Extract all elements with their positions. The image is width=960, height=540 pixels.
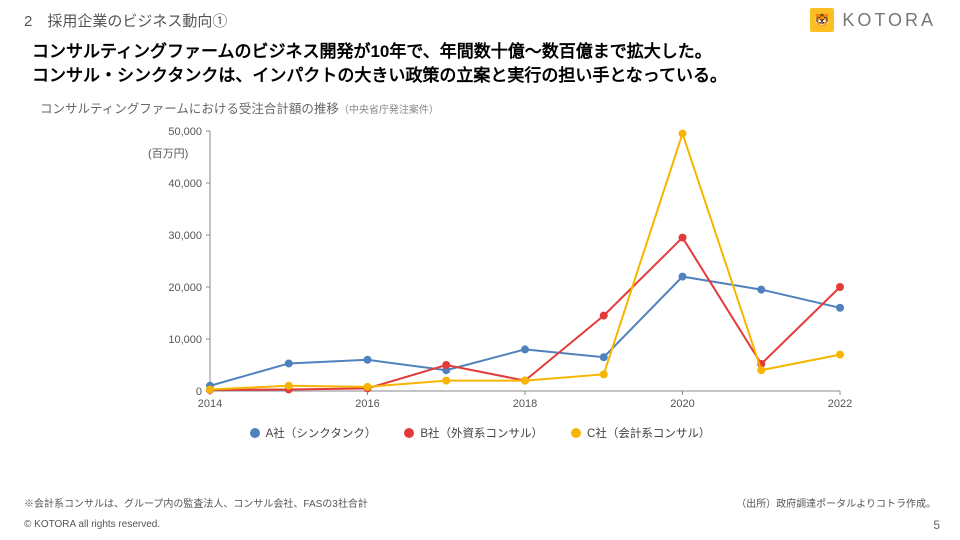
header: 2 採用企業のビジネス動向① 🐯 KOTORA (0, 0, 960, 32)
slide: 2 採用企業のビジネス動向① 🐯 KOTORA コンサルティングファームのビジネ… (0, 0, 960, 540)
y-axis-unit: (百万円) (148, 145, 188, 161)
legend-item: B社（外資系コンサル） (404, 425, 543, 441)
legend-label: B社（外資系コンサル） (420, 425, 543, 441)
legend-marker-icon (250, 428, 260, 438)
chart-subtitle-main: コンサルティングファームにおける受注合計額の推移 (40, 102, 339, 116)
section-title: 2 採用企業のビジネス動向① (24, 10, 227, 31)
legend-label: A社（シンクタンク） (266, 425, 377, 441)
legend-marker-icon (404, 428, 414, 438)
svg-text:20,000: 20,000 (168, 282, 202, 294)
svg-text:2022: 2022 (828, 398, 852, 410)
copyright: © KOTORA all rights reserved. (24, 519, 160, 530)
legend-marker-icon (571, 428, 581, 438)
legend-label: C社（会計系コンサル） (587, 425, 710, 441)
chart-subtitle-sub: （中央省庁発注案件） (339, 105, 439, 116)
svg-text:2020: 2020 (670, 398, 694, 410)
chart-area: (百万円) 0 10,000 20,000 30,000 40,000 50,000 201… (100, 121, 860, 461)
legend-item: A社（シンクタンク） (250, 425, 377, 441)
chart-legend: A社（シンクタンク） B社（外資系コンサル） C社（会計系コンサル） (100, 425, 860, 441)
svg-text:2014: 2014 (198, 398, 222, 410)
headline-2: コンサル・シンクタンクは、インパクトの大きい政策の立案と実行の担い手となっている… (32, 64, 928, 88)
headline-1: コンサルティングファームのビジネス開発が10年で、年間数十億～数百億まで拡大した… (32, 40, 928, 64)
svg-text:2018: 2018 (513, 398, 537, 410)
source-right: （出所）政府調達ポータルよりコトラ作成。 (736, 495, 936, 510)
brand: 🐯 KOTORA (810, 8, 936, 32)
svg-text:0: 0 (196, 386, 202, 398)
chart-subtitle: コンサルティングファームにおける受注合計額の推移（中央省庁発注案件） (0, 92, 960, 117)
svg-text:50,000: 50,000 (168, 126, 202, 138)
brand-logo-icon: 🐯 (810, 8, 834, 32)
legend-item: C社（会計系コンサル） (571, 425, 710, 441)
headlines: コンサルティングファームのビジネス開発が10年で、年間数十億～数百億まで拡大した… (0, 32, 960, 92)
line-chart: 0 10,000 20,000 30,000 40,000 50,000 2014 2016 2… (100, 121, 860, 431)
page-number: 5 (933, 518, 940, 532)
svg-text:10,000: 10,000 (168, 334, 202, 346)
footnote-left: ※会計系コンサルは、グループ内の監査法人、コンサル会社、FASの3社合計 (24, 495, 368, 510)
svg-text:40,000: 40,000 (168, 178, 202, 190)
brand-text: KOTORA (842, 10, 936, 31)
svg-text:30,000: 30,000 (168, 230, 202, 242)
svg-text:2016: 2016 (355, 398, 379, 410)
